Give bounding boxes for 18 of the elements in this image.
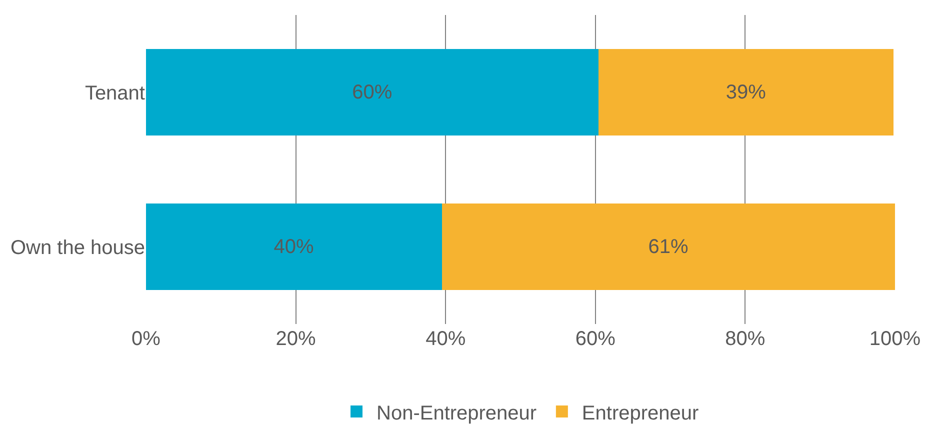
x-tick-label: 100% bbox=[869, 328, 921, 350]
data-label: 61% bbox=[648, 236, 689, 258]
legend-label: Non-Entrepreneur bbox=[376, 402, 537, 424]
bar bbox=[146, 48, 598, 136]
data-label: 40% bbox=[274, 236, 314, 258]
x-tick-label: 80% bbox=[725, 328, 766, 350]
y-tick-label: Own the house bbox=[10, 236, 145, 259]
data-label: 60% bbox=[352, 81, 392, 104]
x-tick-label: 60% bbox=[575, 328, 616, 350]
data-label: 39% bbox=[726, 81, 766, 104]
bar bbox=[598, 48, 894, 136]
bar bbox=[146, 203, 442, 290]
x-tick-label: 0% bbox=[132, 328, 161, 350]
x-tick-label: 40% bbox=[426, 328, 466, 350]
legend-label: Entrepreneur bbox=[582, 402, 700, 424]
x-tick-label: 20% bbox=[276, 328, 316, 350]
y-tick-label: Tenant bbox=[84, 82, 146, 104]
bar bbox=[442, 203, 895, 290]
